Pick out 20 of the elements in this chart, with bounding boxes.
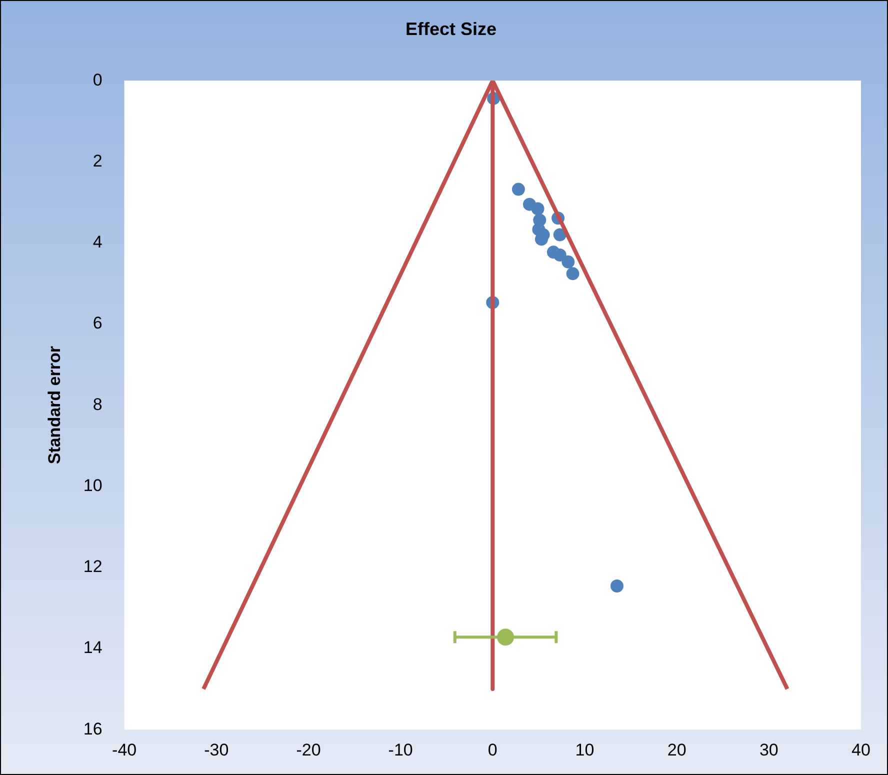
y-tick-label: 10 (83, 476, 102, 495)
x-tick-label: 20 (667, 740, 686, 760)
x-tick-label: 10 (575, 740, 594, 760)
y-tick-label: 8 (92, 394, 102, 414)
x-tick-label: 30 (759, 740, 778, 760)
y-tick-label: 14 (83, 638, 102, 658)
y-axis-title: Standard error (44, 346, 64, 464)
y-tick-label: 12 (83, 557, 102, 576)
y-tick-label: 0 (92, 70, 102, 90)
x-tick-label: -40 (112, 740, 137, 760)
x-tick-label: 40 (852, 740, 870, 760)
x-tick-label: -10 (388, 740, 413, 760)
chart-title: Effect Size (405, 18, 497, 39)
y-tick-label: 6 (92, 314, 102, 333)
x-tick-label: -30 (204, 740, 229, 760)
x-tick-label: -20 (296, 740, 321, 760)
y-tick-label: 4 (92, 232, 102, 252)
y-tick-label: 2 (92, 151, 102, 170)
x-tick-label: 0 (488, 740, 498, 760)
y-tick-label: 16 (83, 719, 102, 738)
